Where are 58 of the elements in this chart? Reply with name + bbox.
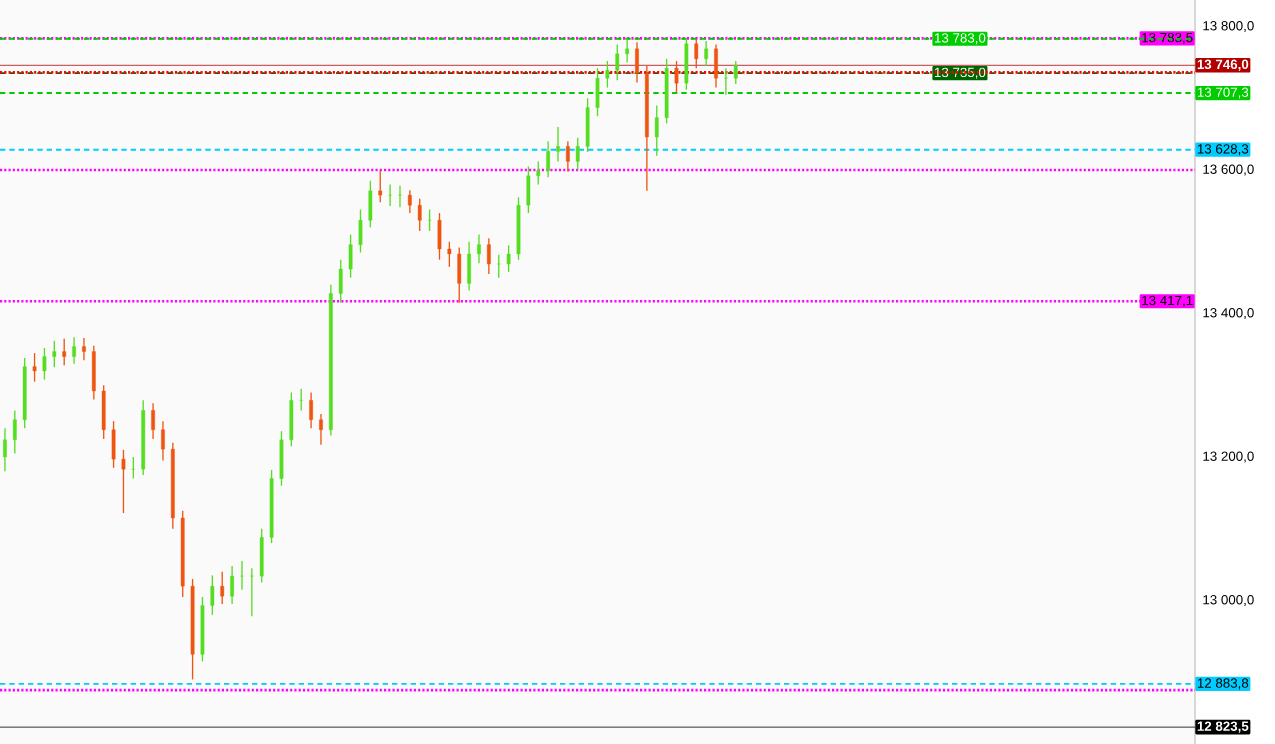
candlestick	[566, 140, 570, 173]
candlestick	[12, 409, 17, 455]
ref-line-label: 13 417,1	[1142, 295, 1193, 307]
candlestick	[210, 574, 215, 616]
candlestick	[42, 347, 47, 381]
candlestick	[694, 38, 699, 69]
candlestick	[309, 391, 313, 429]
candlestick	[319, 413, 323, 446]
candlestick	[72, 336, 76, 365]
ref-line-label: 13 628,3	[1197, 144, 1249, 156]
candlestick	[388, 183, 392, 207]
candlestick	[654, 104, 659, 157]
candlestick	[249, 567, 254, 617]
candlestick	[704, 40, 709, 67]
candlestick	[407, 189, 412, 214]
y-tick-label: 13 400,0	[1203, 308, 1254, 320]
candlestick	[32, 352, 37, 383]
candlestick	[674, 60, 679, 94]
candlestick	[724, 67, 728, 96]
candlestick	[3, 427, 7, 473]
y-tick-label: 13 800,0	[1203, 21, 1254, 33]
candlestick	[417, 198, 422, 232]
candlestick	[625, 38, 630, 64]
candlestick	[82, 337, 86, 361]
ref-line-label: 13 783,5	[1142, 32, 1193, 44]
candlestick	[605, 60, 610, 89]
candlestick	[546, 140, 550, 178]
ref-line-label: 13 707,3	[1197, 87, 1249, 99]
candlestick	[536, 160, 541, 186]
ref-line-label: 13 783,0	[935, 33, 986, 45]
candlestick	[378, 170, 383, 203]
candlestick	[230, 565, 234, 605]
ref-line-label: 13 746,0	[1197, 59, 1249, 71]
candlestick	[240, 560, 244, 591]
candlestick	[575, 137, 580, 171]
candlestick	[299, 388, 304, 412]
candlestick	[151, 402, 155, 440]
candlestick	[486, 237, 491, 275]
candlestick	[52, 340, 57, 368]
ref-line-label: 12 883,8	[1197, 678, 1249, 690]
candlestick	[121, 449, 126, 514]
candlestick	[556, 126, 560, 163]
candlestick	[733, 60, 738, 85]
candlestick	[161, 420, 165, 462]
y-tick-label: 13 000,0	[1203, 595, 1254, 607]
candlestick	[496, 254, 501, 279]
ref-line-label: 12 823,5	[1197, 721, 1249, 733]
y-tick-label: 13 200,0	[1203, 451, 1254, 463]
candlestick	[220, 571, 225, 605]
candlestick	[506, 244, 511, 273]
candlestick	[131, 456, 136, 480]
candlestick	[427, 208, 432, 232]
candlestick	[62, 337, 67, 366]
candlestick	[477, 233, 481, 264]
candlestick	[398, 185, 402, 209]
y-tick-label: 13 600,0	[1203, 164, 1254, 176]
candlestick	[447, 241, 452, 268]
candlestick	[615, 43, 620, 82]
